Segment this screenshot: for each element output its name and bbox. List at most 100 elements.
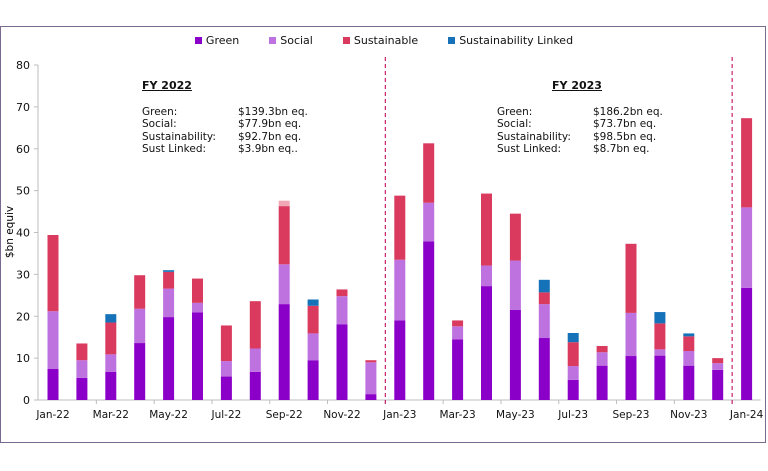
bar-segment-sustainable (423, 143, 435, 203)
bar-segment-social (625, 312, 637, 357)
annotation-row: Sust Linked: $8.7bn eq. (497, 143, 663, 156)
bar-segment-sustainable (654, 323, 666, 350)
x-tick-label: Sep-22 (266, 409, 303, 421)
bar-segment-green (538, 338, 550, 400)
bar-segment-green (654, 355, 666, 400)
bar-segment-linked (163, 270, 175, 272)
bar-segment-social (47, 311, 59, 370)
bar-segment-sustainable (625, 243, 637, 313)
bar-segment-sustainable (538, 292, 550, 305)
legend-item-green: Green (194, 32, 240, 48)
bar-segment-social (567, 366, 579, 380)
bar-segment-social (683, 351, 695, 366)
bar-segment-linked (307, 299, 319, 306)
y-tick-label: 0 (23, 394, 30, 407)
bar-segment-extra (278, 200, 290, 207)
bar-segment-sustainable (712, 358, 724, 364)
bar-segment-green (394, 320, 406, 400)
annotation-label: Green: (142, 105, 178, 118)
bar-segment-social (105, 354, 117, 372)
bar-segment-green (365, 394, 377, 400)
annotation-value: $8.7bn eq. (593, 143, 650, 155)
bar-segment-linked (567, 333, 579, 343)
legend-item-social: Social (269, 32, 313, 48)
annotation-title: FY 2023 (552, 79, 602, 92)
bar-segment-social (423, 202, 435, 242)
bar-segment-social (249, 348, 261, 372)
y-tick-label: 70 (16, 101, 30, 114)
legend-swatch-linked (448, 36, 456, 44)
bar-segment-green (625, 356, 637, 400)
bar-segment-sustainable (509, 213, 521, 261)
legend-swatch-green (194, 36, 202, 44)
x-tick-label: Jan-24 (729, 409, 764, 421)
bar-segment-sustainable (596, 345, 608, 353)
y-tick-label: 50 (16, 185, 30, 198)
annotation-label: Sustainability: (142, 130, 216, 143)
bar-segment-sustainable (47, 235, 59, 312)
bar-segment-green (509, 309, 521, 400)
bar-segment-green (76, 377, 88, 400)
annotation-fy2023: FY 2023 Green: $186.2bn eq. Social: $73.7b… (497, 79, 663, 156)
annotation-label: Sustainability: (497, 130, 571, 143)
legend-label-linked: Sustainability Linked (459, 33, 574, 47)
legend-swatch-sustainable (342, 36, 350, 44)
bar-segment-green (712, 369, 724, 400)
annotation-value: $77.9bn eq. (238, 118, 302, 130)
legend-item-linked: Sustainability Linked (448, 32, 573, 48)
bar-segment-green (220, 376, 232, 400)
legend-label-green: Green (205, 33, 240, 47)
x-tick-label: Mar-23 (439, 409, 475, 421)
annotation-row: Sustainability: $98.5bn eq. (497, 131, 663, 144)
bar-segment-green (683, 365, 695, 400)
bar-segment-social (278, 264, 290, 305)
x-tick-label: May-22 (149, 409, 188, 421)
bar-segment-linked (105, 314, 117, 323)
bar-segment-green (452, 339, 464, 400)
bar-segment-social (365, 362, 377, 395)
y-tick-label: 20 (16, 310, 30, 323)
annotation-row: Green: $139.3bn eq. (142, 106, 308, 119)
bar-segment-sustainable (567, 342, 579, 367)
bar-segment-social (336, 296, 348, 325)
y-tick-label: 30 (16, 268, 30, 281)
bar-segment-sustainable (307, 305, 319, 334)
bar-segment-linked (683, 333, 695, 337)
bar-segment-green (163, 317, 175, 400)
chart-frame (0, 26, 766, 443)
bar-segment-green (481, 286, 492, 400)
legend-label-sustainable: Sustainable (353, 33, 419, 47)
bar-segment-green (336, 324, 348, 400)
annotation-label: Social: (497, 118, 532, 130)
y-tick-label: 40 (16, 227, 30, 240)
y-tick-label: 60 (16, 143, 30, 156)
annotation-title: FY 2022 (142, 79, 192, 92)
bar-segment-social (307, 333, 319, 361)
bar-segment-social (509, 260, 521, 310)
legend-swatch-social (269, 36, 277, 44)
x-tick-label: Nov-22 (323, 409, 360, 421)
annotation-row: Social: $73.7bn eq. (497, 118, 663, 131)
bar-segment-sustainable (105, 322, 117, 355)
bar-segment-social (394, 259, 406, 321)
y-axis-label: $bn equiv (4, 206, 16, 258)
bar-segment-sustainable (365, 360, 377, 363)
bar-segment-social (741, 207, 753, 288)
bar-segment-sustainable (76, 343, 88, 361)
bar-segment-sustainable (278, 206, 290, 265)
bar-segment-social (712, 363, 724, 370)
bar-segment-social (538, 304, 550, 339)
bar-segment-green (567, 379, 579, 400)
bar-segment-social (481, 265, 492, 287)
x-tick-label: Jul-22 (210, 409, 241, 421)
bar-segment-social (76, 360, 88, 378)
annotation-fy2022: FY 2022 Green: $139.3bn eq. Social: $77.9b… (142, 79, 308, 156)
annotation-label: Green: (497, 105, 533, 118)
bar-segment-linked (654, 312, 666, 324)
bar-segment-green (596, 365, 608, 400)
bar-segment-green (105, 371, 117, 400)
x-tick-label: May-23 (496, 409, 535, 421)
bar-segment-sustainable (336, 289, 348, 297)
x-tick-label: Nov-23 (670, 409, 707, 421)
annotation-row: Social: $77.9bn eq. (142, 118, 308, 131)
